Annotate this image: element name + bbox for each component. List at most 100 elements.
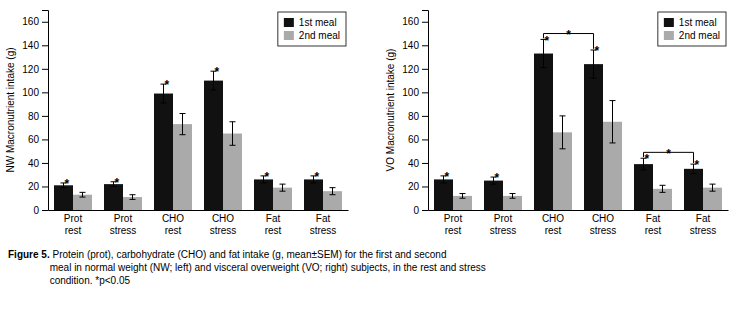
y-tick-mark (422, 92, 428, 93)
y-tick: 40 (28, 158, 48, 169)
error-bar-part (232, 122, 233, 146)
y-tick: 100 (22, 87, 48, 98)
legend-swatch (664, 18, 674, 27)
x-tick-label-line: rest (165, 225, 182, 236)
y-tick-mark (42, 45, 48, 46)
legend-label: 1st meal (679, 17, 717, 28)
bracket-line (643, 152, 644, 157)
legend-item: 1st meal (664, 17, 717, 28)
legend-swatch (284, 18, 294, 27)
legend-frame (658, 12, 726, 46)
error-bar-part (161, 102, 167, 103)
legend-item: 2nd meal (284, 30, 340, 41)
bracket-line (693, 152, 694, 163)
x-tick-label: CHOrest (542, 213, 564, 236)
y-tick-mark (422, 186, 428, 187)
x-tick-label: Protstress (490, 213, 517, 236)
x-axis: ProtrestProtstressCHOrestCHOstressFatres… (49, 211, 349, 236)
x-tick-label: CHOrest (162, 213, 184, 236)
annotation: * (444, 170, 449, 184)
annotation: * (264, 170, 269, 184)
y-tick-mark (422, 69, 428, 70)
x-axis-line (49, 210, 349, 211)
y-tick: 20 (28, 181, 48, 192)
error-bar-part (211, 90, 217, 91)
bar (584, 64, 603, 210)
annotation: * (694, 158, 699, 172)
error-bar (280, 184, 286, 191)
x-tick-label-line: rest (65, 225, 82, 236)
x-tick: Fatrest (265, 213, 282, 236)
x-tick-label-line: rest (265, 225, 282, 236)
y-tick: 140 (22, 40, 48, 51)
y-tick-label: 100 (402, 87, 419, 98)
x-tick-label: Fatrest (265, 213, 282, 236)
y-tick-label: 140 (22, 40, 39, 51)
caption-bold: Figure 5. (8, 249, 50, 260)
x-tick-label-line: Fat (266, 213, 281, 224)
plot-area (434, 39, 722, 210)
error-bar-part (182, 114, 183, 135)
bar (703, 188, 722, 210)
x-tick-label-line: CHO (542, 213, 564, 224)
x-tick-label-line: Fat (316, 213, 331, 224)
y-tick: 140 (402, 40, 428, 51)
y-axis-title: VO Macronutrient intake (g) (385, 49, 396, 172)
error-bar-part (541, 67, 547, 68)
error-bar-part (132, 195, 133, 200)
legend-item: 2nd meal (664, 30, 720, 41)
y-tick-label: 120 (22, 64, 39, 75)
y-tick-mark (422, 163, 428, 164)
x-tick-label-line: CHO (592, 213, 614, 224)
y-tick: 0 (413, 205, 428, 216)
x-tick: Protstress (490, 213, 517, 236)
panel: 020406080100120140160ProtrestProtstressC… (5, 11, 349, 236)
x-tick-label: Protrest (64, 213, 83, 236)
bar (653, 189, 672, 210)
error-bar-part (560, 115, 566, 116)
y-tick: 80 (408, 111, 428, 122)
y-tick-mark (42, 163, 48, 164)
x-tick-label-line: Prot (494, 213, 513, 224)
error-bar-part (230, 121, 236, 122)
y-tick: 120 (402, 64, 428, 75)
y-tick: 160 (22, 16, 48, 27)
error-bar-part (560, 148, 566, 149)
x-tick-label: CHOstress (590, 213, 617, 236)
x-tick-label: Fatstress (310, 213, 337, 236)
legend-label: 2nd meal (679, 30, 720, 41)
x-tick-label-line: rest (445, 225, 462, 236)
plot-area (54, 71, 342, 210)
error-bar-part (660, 192, 666, 193)
bracket-line (593, 34, 594, 49)
error-bar-part (130, 199, 136, 200)
annotation: * (594, 44, 599, 58)
x-tick: Protstress (110, 213, 137, 236)
y-tick-mark (42, 210, 48, 211)
legend: 1st meal 2nd meal (658, 12, 726, 46)
y-tick-mark (42, 92, 48, 93)
y-tick-label: 60 (28, 134, 40, 145)
x-tick-label: Protrest (444, 213, 463, 236)
x-tick-label-line: stress (210, 225, 237, 236)
bar (534, 54, 553, 210)
x-tick-label-line: rest (545, 225, 562, 236)
annotation: * (114, 176, 119, 190)
x-tick-label-line: CHO (162, 213, 184, 224)
error-bar-part (332, 188, 333, 195)
bar (154, 94, 173, 210)
error-bar-part (80, 192, 86, 193)
y-tick: 20 (408, 181, 428, 192)
y-tick-label: 20 (408, 181, 420, 192)
x-tick-label: Fatstress (690, 213, 717, 236)
y-tick-label: 120 (402, 64, 419, 75)
x-tick: CHOstress (590, 213, 617, 236)
caption: Protein (prot), carbohydrate (CHO) and f… (50, 249, 486, 286)
error-bar (180, 114, 186, 135)
x-tick-label-line: CHO (212, 213, 234, 224)
x-tick-label-line: rest (645, 225, 662, 236)
error-bar-part (662, 185, 663, 192)
bar (453, 196, 472, 210)
error-bar-part (512, 194, 513, 199)
y-tick: 100 (402, 87, 428, 98)
